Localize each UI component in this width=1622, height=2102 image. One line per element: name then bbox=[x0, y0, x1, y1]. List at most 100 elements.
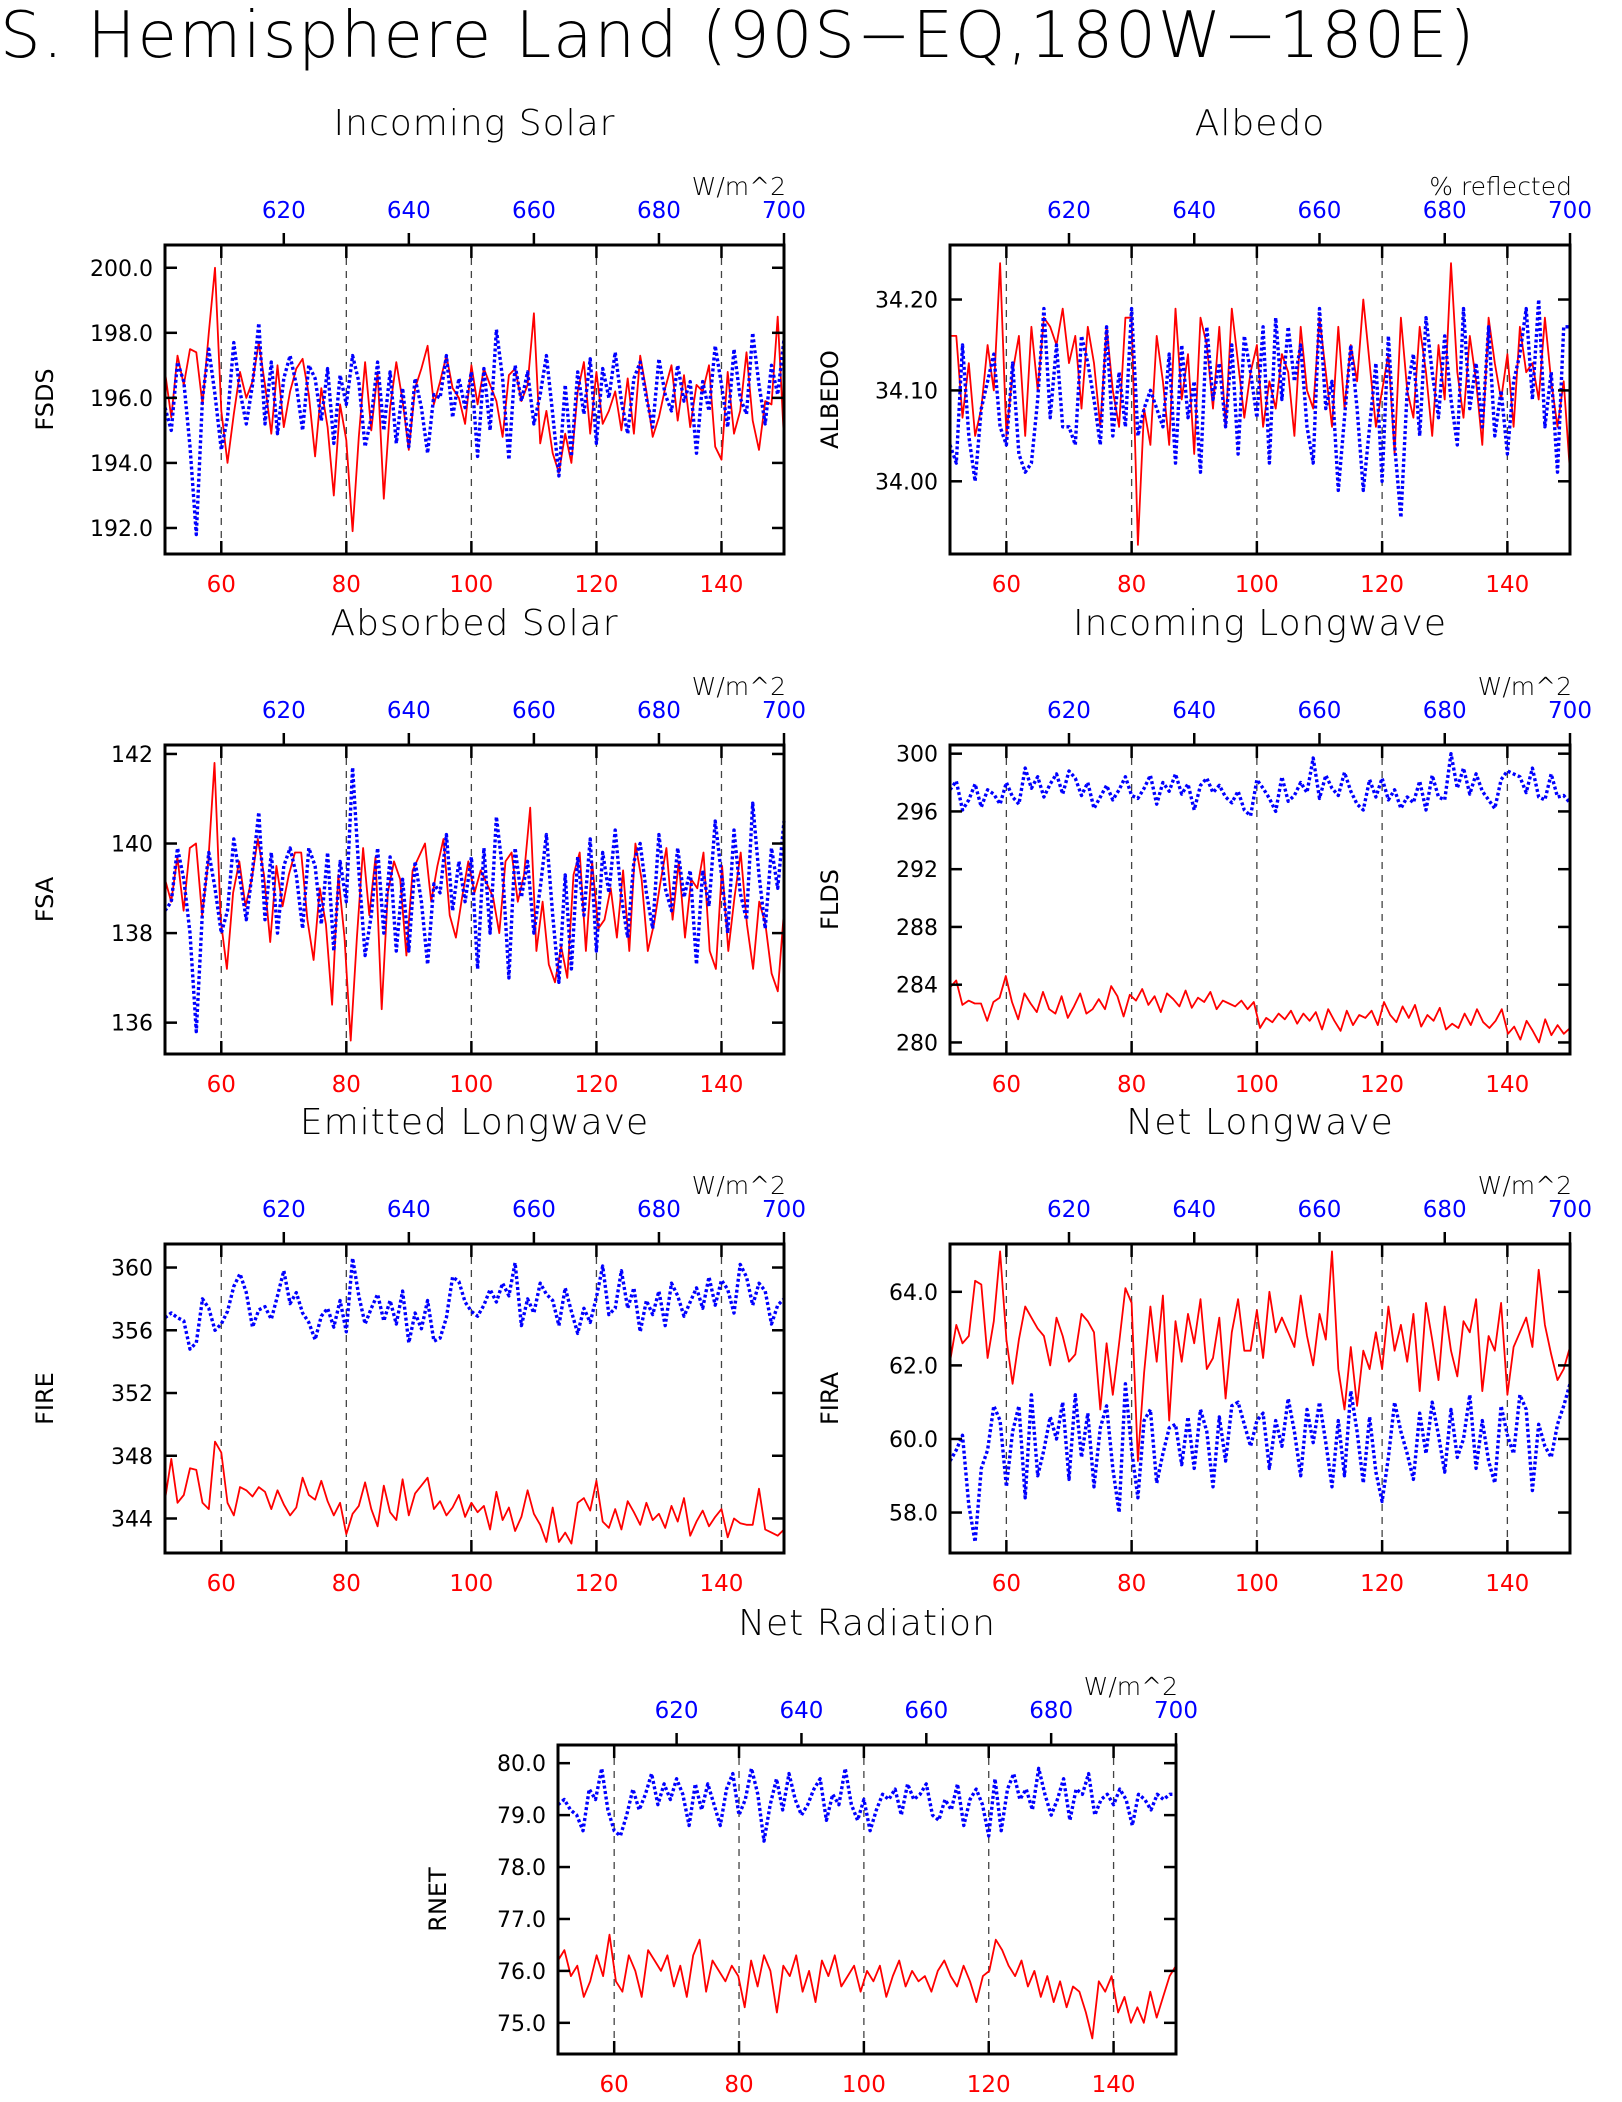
x-tick-label-top: 680 bbox=[1423, 698, 1467, 724]
series-line-top-axis bbox=[948, 297, 1570, 520]
plot-frame bbox=[556, 1743, 1178, 2056]
y-tick-label: 60.0 bbox=[889, 1428, 938, 1453]
x-tick-label-bottom: 60 bbox=[992, 1571, 1021, 1597]
x-tick-label-top: 680 bbox=[1423, 1197, 1467, 1223]
y-tick-label: 77.0 bbox=[497, 1908, 546, 1933]
x-tick-label-top: 620 bbox=[262, 1197, 306, 1223]
x-tick-label-bottom: 140 bbox=[1485, 572, 1529, 598]
y-tick-label: 344 bbox=[111, 1507, 153, 1532]
panel-title: Incoming Solar bbox=[334, 103, 616, 144]
x-tick-label-bottom: 100 bbox=[842, 2072, 886, 2098]
x-tick-label-top: 620 bbox=[655, 1698, 699, 1724]
x-tick-label-top: 660 bbox=[1298, 198, 1342, 224]
x-tick-label-bottom: 100 bbox=[1235, 1072, 1279, 1098]
y-tick-label: 34.20 bbox=[875, 289, 938, 314]
y-axis-label: ALBEDO bbox=[816, 350, 844, 449]
units-label: W/m^2 bbox=[1478, 672, 1572, 701]
plot-frame bbox=[163, 743, 786, 1056]
plot-frame bbox=[948, 743, 1572, 1056]
figure-title: S. Hemisphere Land (90S−EQ,180W−180E) bbox=[0, 0, 1477, 73]
series-line-top-axis bbox=[163, 321, 786, 537]
x-tick-label-top: 640 bbox=[780, 1698, 824, 1724]
units-label: W/m^2 bbox=[1084, 1672, 1178, 1701]
y-tick-label: 140 bbox=[111, 833, 153, 858]
x-tick-label-bottom: 120 bbox=[1360, 1571, 1404, 1597]
x-tick-label-top: 700 bbox=[1548, 698, 1592, 724]
y-tick-label: 58.0 bbox=[889, 1502, 938, 1527]
y-tick-label: 34.10 bbox=[875, 379, 938, 404]
series-line-top-axis bbox=[948, 1382, 1572, 1544]
x-tick-label-bottom: 60 bbox=[600, 2072, 629, 2098]
x-tick-label-bottom: 140 bbox=[1485, 1571, 1529, 1597]
panel-title: Net Longwave bbox=[1126, 1102, 1393, 1143]
x-tick-label-top: 680 bbox=[1423, 198, 1467, 224]
x-tick-label-bottom: 100 bbox=[449, 1072, 493, 1098]
plot-frame bbox=[948, 1242, 1572, 1555]
x-tick-label-bottom: 60 bbox=[207, 1571, 236, 1597]
x-tick-label-bottom: 60 bbox=[992, 1072, 1021, 1098]
series-line-bottom-axis bbox=[950, 262, 1571, 546]
y-tick-label: 64.0 bbox=[889, 1281, 938, 1306]
x-tick-label-top: 640 bbox=[387, 1197, 431, 1223]
series-line-bottom-axis bbox=[164, 266, 785, 533]
x-tick-label-bottom: 80 bbox=[1117, 1571, 1146, 1597]
x-tick-label-top: 700 bbox=[1154, 1698, 1198, 1724]
y-axis-label: FSDS bbox=[31, 368, 59, 430]
y-tick-label: 136 bbox=[111, 1012, 153, 1037]
series-line-top-axis bbox=[163, 765, 786, 1034]
x-tick-label-bottom: 60 bbox=[992, 572, 1021, 598]
x-tick-label-bottom: 100 bbox=[449, 572, 493, 598]
y-axis-label: FIRE bbox=[31, 1372, 59, 1425]
units-label: W/m^2 bbox=[692, 172, 786, 201]
x-tick-label-top: 640 bbox=[387, 198, 431, 224]
units-label: % reflected bbox=[1429, 172, 1572, 201]
x-tick-label-bottom: 80 bbox=[1117, 572, 1146, 598]
y-tick-label: 62.0 bbox=[889, 1354, 938, 1379]
units-label: W/m^2 bbox=[1478, 1171, 1572, 1200]
x-tick-label-bottom: 140 bbox=[700, 1072, 744, 1098]
x-tick-label-bottom: 80 bbox=[332, 572, 361, 598]
series-line-top-axis bbox=[163, 1256, 786, 1351]
series-line-bottom-axis bbox=[557, 1933, 1177, 2040]
x-tick-label-top: 700 bbox=[762, 698, 806, 724]
series-line-top-axis bbox=[948, 752, 1572, 818]
x-tick-label-bottom: 100 bbox=[1235, 1571, 1279, 1597]
x-tick-label-bottom: 80 bbox=[1117, 1072, 1146, 1098]
y-tick-label: 280 bbox=[896, 1031, 938, 1056]
x-tick-label-top: 660 bbox=[512, 1197, 556, 1223]
x-tick-label-bottom: 60 bbox=[207, 572, 236, 598]
x-tick-label-bottom: 140 bbox=[700, 1571, 744, 1597]
y-tick-label: 284 bbox=[896, 974, 938, 999]
y-tick-label: 80.0 bbox=[497, 1752, 546, 1777]
y-tick-label: 34.00 bbox=[875, 470, 938, 495]
y-tick-label: 356 bbox=[111, 1319, 153, 1344]
series-line-top-axis bbox=[556, 1766, 1176, 1843]
series-line-bottom-axis bbox=[949, 975, 1571, 1044]
x-tick-label-top: 700 bbox=[1548, 1197, 1592, 1223]
x-tick-label-bottom: 120 bbox=[574, 1072, 618, 1098]
plot-frame bbox=[163, 1242, 786, 1555]
x-tick-label-bottom: 80 bbox=[332, 1571, 361, 1597]
x-tick-label-bottom: 140 bbox=[1092, 2072, 1136, 2098]
x-tick-label-top: 640 bbox=[1172, 1197, 1216, 1223]
y-axis-label: RNET bbox=[424, 1867, 452, 1932]
x-tick-label-top: 680 bbox=[637, 198, 681, 224]
x-tick-label-top: 660 bbox=[512, 698, 556, 724]
x-tick-label-top: 700 bbox=[1548, 198, 1592, 224]
x-tick-label-top: 700 bbox=[762, 1197, 806, 1223]
y-tick-label: 75.0 bbox=[497, 2012, 546, 2037]
x-tick-label-bottom: 120 bbox=[1360, 572, 1404, 598]
x-tick-label-top: 640 bbox=[1172, 198, 1216, 224]
y-axis-label: FLDS bbox=[816, 869, 844, 930]
series-line-bottom-axis bbox=[949, 1250, 1571, 1462]
x-tick-label-bottom: 120 bbox=[1360, 1072, 1404, 1098]
x-tick-label-bottom: 80 bbox=[332, 1072, 361, 1098]
x-tick-label-top: 620 bbox=[1047, 698, 1091, 724]
panel-title: Incoming Longwave bbox=[1073, 603, 1447, 644]
x-tick-label-top: 620 bbox=[1047, 198, 1091, 224]
y-tick-label: 198.0 bbox=[90, 322, 153, 347]
x-tick-label-bottom: 140 bbox=[1485, 1072, 1529, 1098]
x-tick-label-top: 680 bbox=[637, 1197, 681, 1223]
y-tick-label: 192.0 bbox=[90, 517, 153, 542]
y-tick-label: 352 bbox=[111, 1382, 153, 1407]
